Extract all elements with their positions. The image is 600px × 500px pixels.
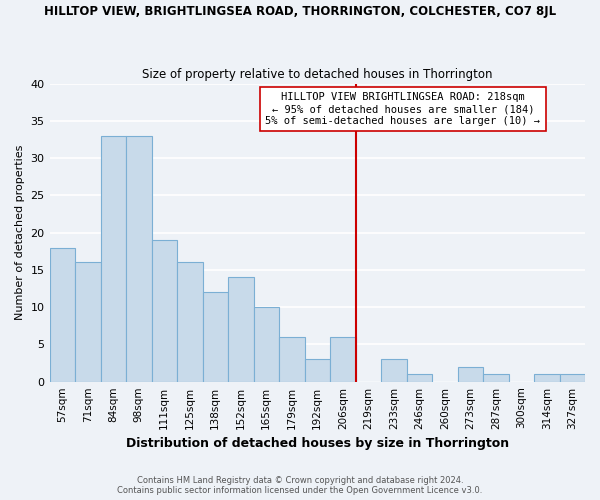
Bar <box>50 248 75 382</box>
Y-axis label: Number of detached properties: Number of detached properties <box>15 145 25 320</box>
Bar <box>126 136 152 382</box>
Bar <box>458 367 483 382</box>
X-axis label: Distribution of detached houses by size in Thorrington: Distribution of detached houses by size … <box>126 437 509 450</box>
Title: Size of property relative to detached houses in Thorrington: Size of property relative to detached ho… <box>142 68 493 81</box>
Bar <box>407 374 432 382</box>
Text: HILLTOP VIEW, BRIGHTLINGSEA ROAD, THORRINGTON, COLCHESTER, CO7 8JL: HILLTOP VIEW, BRIGHTLINGSEA ROAD, THORRI… <box>44 5 556 18</box>
Bar <box>203 292 228 382</box>
Bar <box>330 337 356 382</box>
Bar <box>228 278 254 382</box>
Bar <box>254 307 279 382</box>
Bar <box>483 374 509 382</box>
Bar <box>75 262 101 382</box>
Text: HILLTOP VIEW BRIGHTLINGSEA ROAD: 218sqm
← 95% of detached houses are smaller (18: HILLTOP VIEW BRIGHTLINGSEA ROAD: 218sqm … <box>265 92 541 126</box>
Bar <box>101 136 126 382</box>
Bar <box>381 360 407 382</box>
Bar <box>305 360 330 382</box>
Bar <box>279 337 305 382</box>
Bar <box>152 240 177 382</box>
Text: Contains HM Land Registry data © Crown copyright and database right 2024.
Contai: Contains HM Land Registry data © Crown c… <box>118 476 482 495</box>
Bar <box>560 374 585 382</box>
Bar <box>177 262 203 382</box>
Bar <box>534 374 560 382</box>
